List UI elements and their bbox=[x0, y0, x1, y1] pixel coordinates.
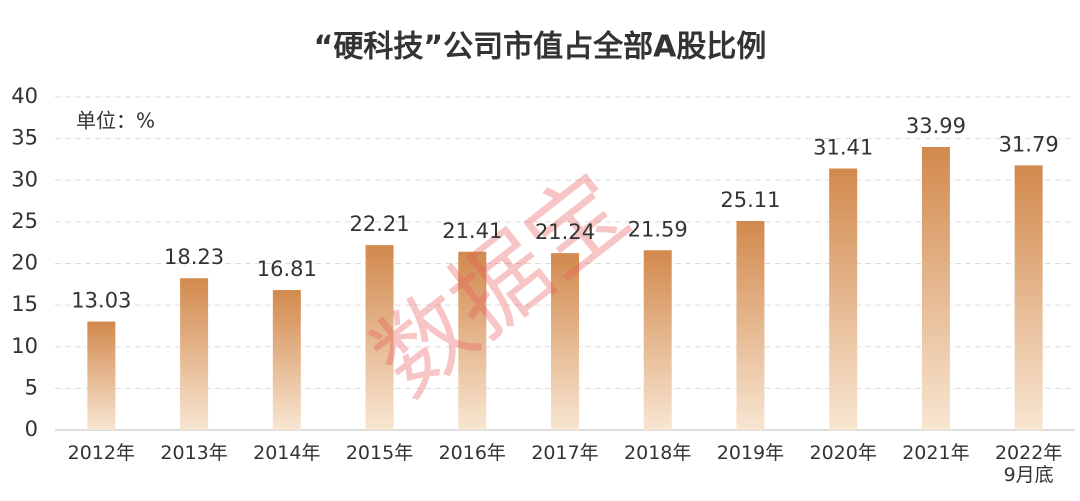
value-label: 13.03 bbox=[71, 289, 131, 313]
chart-title: “硬科技”公司市值占全部A股比例 bbox=[314, 30, 767, 65]
y-tick-label: 30 bbox=[11, 167, 38, 191]
bar bbox=[180, 278, 209, 430]
x-tick-label: 2020年 bbox=[809, 442, 877, 464]
bar bbox=[736, 220, 765, 430]
value-label: 21.24 bbox=[535, 220, 595, 244]
value-label: 21.59 bbox=[628, 217, 688, 241]
bar bbox=[458, 251, 487, 430]
bar bbox=[87, 321, 116, 430]
y-tick-label: 5 bbox=[25, 375, 38, 399]
y-tick-label: 0 bbox=[25, 417, 38, 441]
bar bbox=[1014, 165, 1043, 430]
x-tick-label: 2019年 bbox=[716, 442, 785, 464]
bar bbox=[272, 290, 301, 430]
y-tick-label: 35 bbox=[11, 126, 38, 150]
x-tick-label: 2015年 bbox=[345, 442, 414, 464]
value-label: 31.79 bbox=[999, 132, 1059, 156]
bar bbox=[643, 250, 672, 430]
value-label: 18.23 bbox=[164, 245, 224, 269]
x-tick-label: 2018年 bbox=[624, 442, 692, 464]
y-tick-label: 15 bbox=[11, 292, 38, 316]
bar bbox=[921, 147, 950, 430]
value-label: 22.21 bbox=[349, 212, 409, 236]
value-label: 33.99 bbox=[906, 114, 966, 138]
value-label: 31.41 bbox=[813, 136, 873, 160]
bar bbox=[829, 168, 858, 430]
bar bbox=[365, 245, 394, 430]
y-tick-label: 20 bbox=[11, 251, 38, 275]
x-tick-label: 2012年 bbox=[67, 442, 136, 464]
x-tick-label: 2016年 bbox=[438, 442, 506, 464]
x-tick-label: 2013年 bbox=[160, 442, 228, 464]
bar bbox=[551, 253, 579, 430]
y-tick-label: 40 bbox=[11, 84, 38, 108]
value-label: 21.41 bbox=[442, 219, 502, 243]
x-tick-label: 2014年 bbox=[253, 442, 321, 464]
watermark: 数据宝 bbox=[353, 152, 649, 418]
x-tick-label: 2022年 9月底 bbox=[994, 442, 1063, 486]
y-tick-label: 25 bbox=[11, 209, 38, 233]
x-tick-label: 2017年 bbox=[531, 442, 599, 464]
unit-label: 单位：% bbox=[76, 109, 155, 133]
value-label: 16.81 bbox=[257, 257, 317, 281]
y-tick-label: 10 bbox=[11, 334, 38, 358]
x-tick-label: 2021年 bbox=[902, 442, 970, 464]
value-label: 25.11 bbox=[720, 188, 780, 212]
